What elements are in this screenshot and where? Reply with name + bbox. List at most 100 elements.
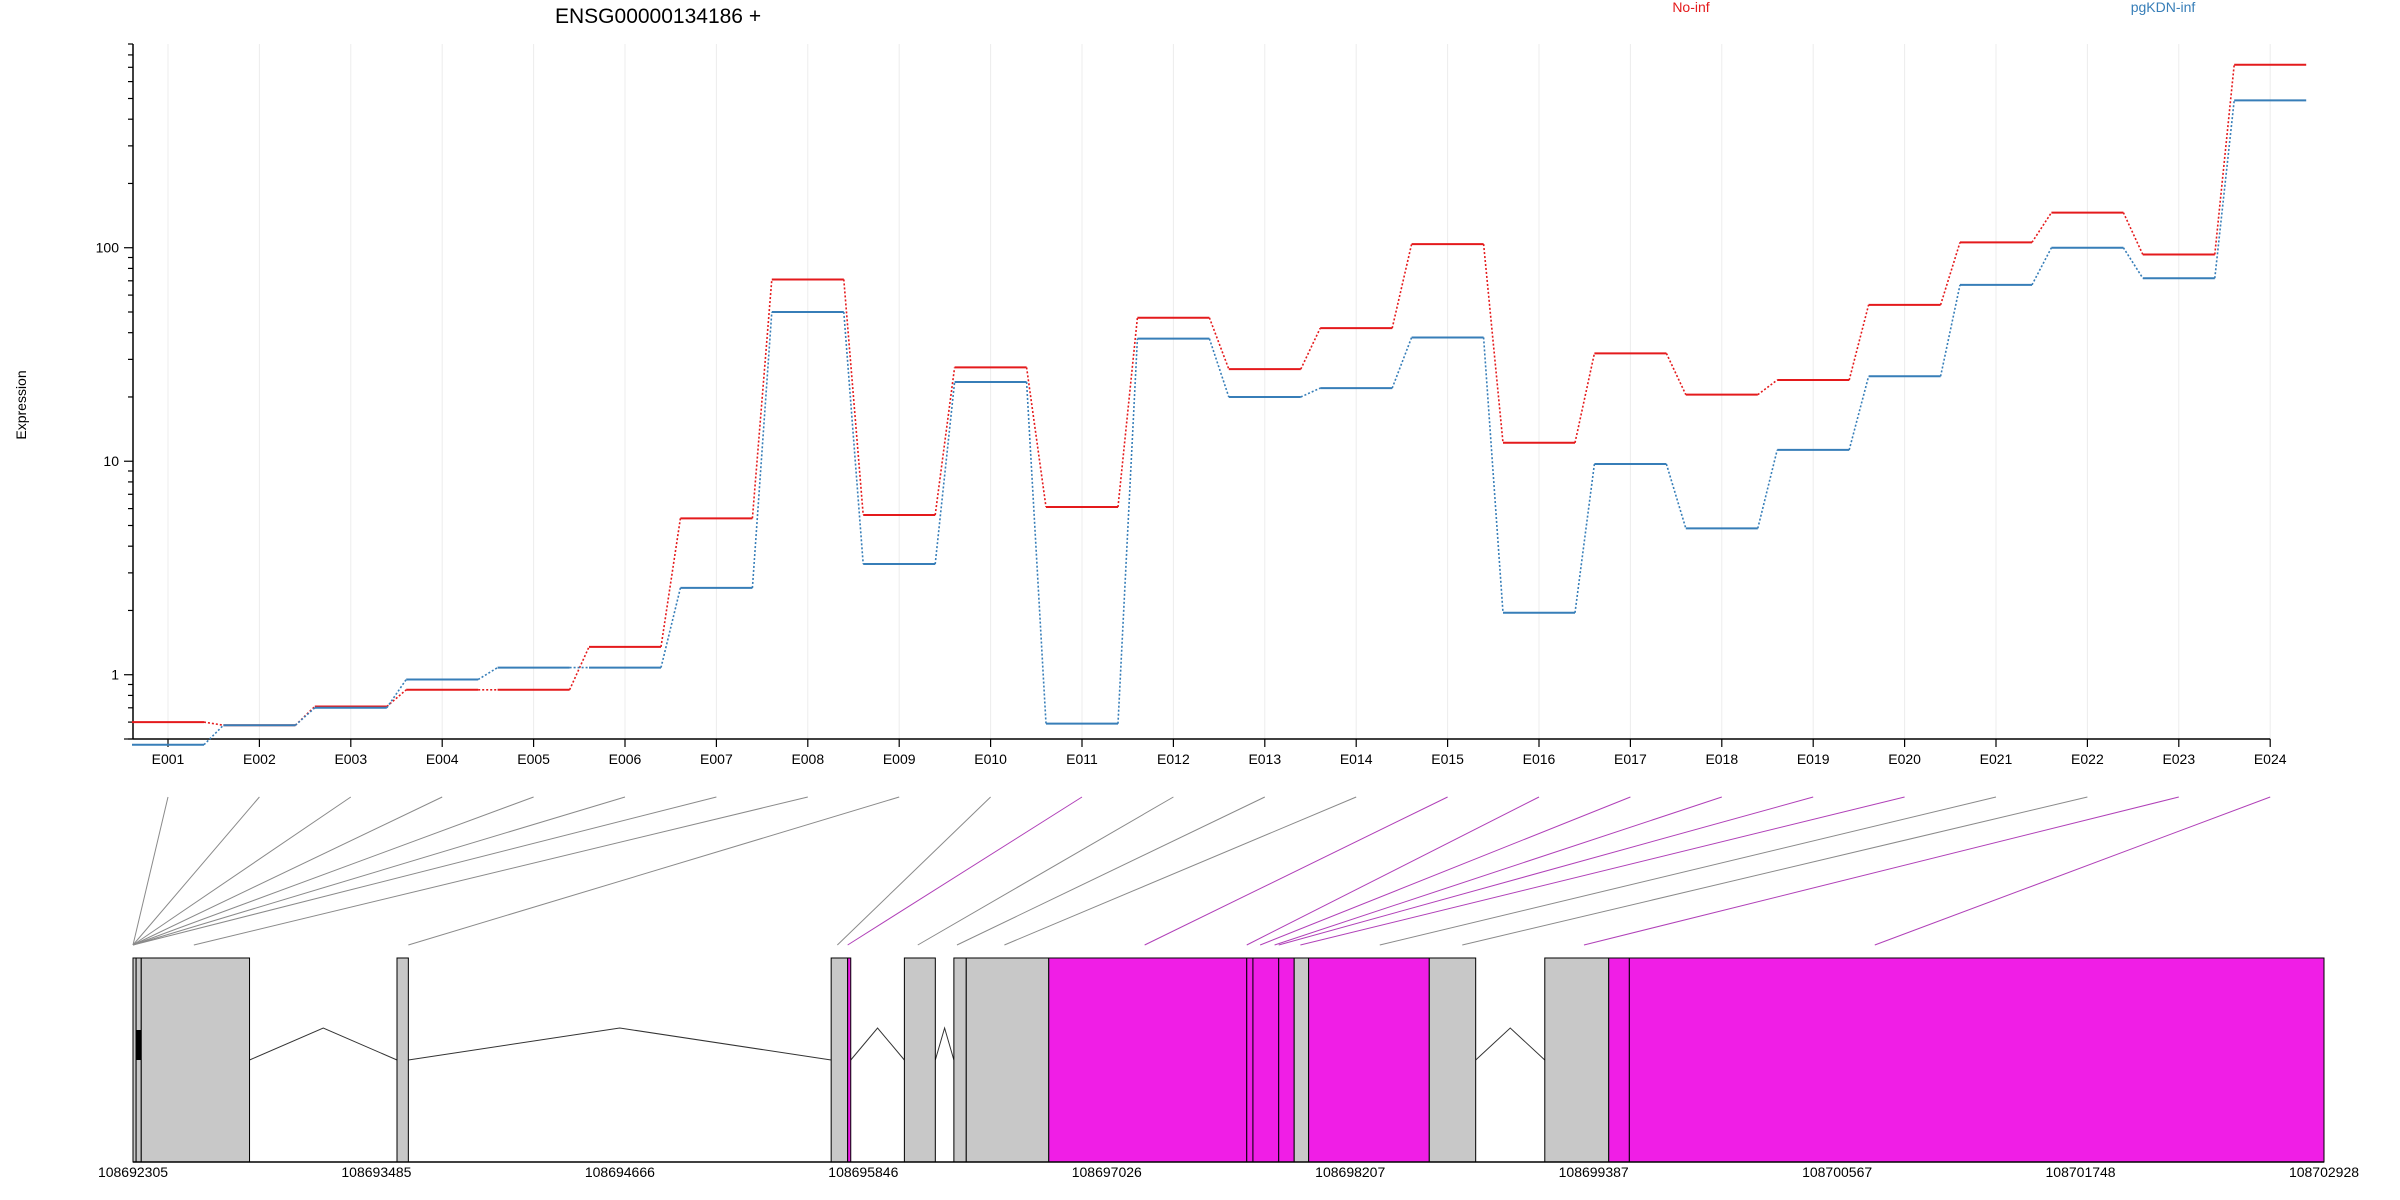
- exon-box: [1544, 957, 1610, 1163]
- series-connector: [2214, 100, 2235, 279]
- genomic-tick-label: 108693485: [341, 1164, 411, 1180]
- exon-box: [1308, 957, 1430, 1163]
- x-tick-label-e006: E006: [609, 751, 642, 767]
- exon-link-e009: [408, 796, 900, 946]
- x-tick-label-e014: E014: [1340, 751, 1373, 767]
- y-axis-label: Expression: [13, 370, 29, 439]
- exon-box: [1293, 957, 1310, 1163]
- exon-box: [1278, 957, 1295, 1163]
- x-tick-label-e019: E019: [1797, 751, 1830, 767]
- genomic-tick-label: 108692305: [98, 1164, 168, 1180]
- exon-link-e022: [1462, 796, 2088, 946]
- series-connector: [386, 679, 407, 709]
- series-connector: [1300, 387, 1321, 398]
- series-connector: [1482, 244, 1504, 443]
- exon-box: [1048, 957, 1248, 1163]
- intron-line: [1475, 1027, 1546, 1061]
- series-connector: [1665, 353, 1687, 396]
- x-tick-label-e017: E017: [1614, 751, 1647, 767]
- exon-link-e008: [193, 796, 808, 946]
- genomic-tick-label: 108700567: [1802, 1164, 1872, 1180]
- series-connector: [751, 279, 773, 519]
- x-tick-label-e010: E010: [974, 751, 1007, 767]
- gene-model: 108692305 108693485 108694666 108695846 1086…: [98, 957, 2359, 1180]
- exon-box: [965, 957, 1050, 1163]
- exon-link-e012: [917, 796, 1174, 946]
- exon-link-e011: [847, 796, 1083, 946]
- y-tick-label: 1: [111, 667, 119, 683]
- series-connector: [1391, 243, 1413, 329]
- exon-box: [953, 957, 967, 1163]
- exon-link-e007: [132, 796, 717, 946]
- genomic-tick-label: 108699387: [1559, 1164, 1629, 1180]
- series-connector: [1848, 376, 1870, 451]
- exon-link-e024: [1874, 796, 2271, 946]
- exon-box: [396, 957, 409, 1163]
- series-connector: [934, 367, 956, 516]
- x-tick-label-e001: E001: [152, 751, 185, 767]
- x-tick-label-e011: E011: [1066, 751, 1098, 767]
- exon-link-e005: [132, 796, 534, 946]
- x-tick-label-e016: E016: [1523, 751, 1556, 767]
- x-tick-label-e020: E020: [1888, 751, 1921, 767]
- series-connector: [1939, 284, 1961, 377]
- series-connector: [1117, 338, 1139, 724]
- series-connector: [1391, 337, 1413, 389]
- series-connector: [660, 587, 682, 668]
- x-tick-label-e023: E023: [2162, 751, 2195, 767]
- exon-link-e004: [132, 796, 443, 946]
- x-tick-label-e007: E007: [700, 751, 733, 767]
- series-connector: [1574, 463, 1596, 613]
- series-no-inf: [132, 63, 2307, 727]
- series-connector: [2214, 64, 2235, 255]
- x-tick-label-e015: E015: [1431, 751, 1464, 767]
- series-connector: [1939, 242, 1961, 306]
- genomic-tick-label: 108701748: [2046, 1164, 2116, 1180]
- intron-line: [249, 1027, 398, 1061]
- y-tick-label: 10: [103, 453, 119, 469]
- genomic-tick-label: 108694666: [585, 1164, 655, 1180]
- series-connector: [843, 311, 864, 565]
- exon-box: [830, 957, 849, 1163]
- y-tick-label: 100: [96, 240, 120, 256]
- x-tick-label-e008: E008: [791, 751, 824, 767]
- exon-box: [1246, 957, 1254, 1163]
- exon-link-e020: [1300, 796, 1905, 946]
- series-connector: [1025, 367, 1047, 508]
- chart-title: ENSG00000134186 +: [555, 5, 761, 28]
- exon-link-e006: [132, 796, 626, 946]
- exon-box: [1628, 957, 2325, 1163]
- x-tick-label-e002: E002: [243, 751, 276, 767]
- legend-pgkdn-inf: pgKDN-inf: [2131, 0, 2196, 15]
- intron-line: [408, 1027, 832, 1061]
- intron-line: [934, 1026, 955, 1061]
- series-connector: [660, 518, 682, 648]
- series-connector: [934, 381, 956, 565]
- exon-link-e014: [1004, 796, 1357, 946]
- series-connector: [1117, 317, 1139, 508]
- series-connector: [294, 707, 316, 726]
- series-connector: [1574, 353, 1596, 443]
- series-connector: [2031, 212, 2053, 243]
- exon-link-e018: [1274, 796, 1722, 946]
- intron-line: [850, 1027, 905, 1061]
- exon-box: [847, 957, 852, 1163]
- exon-box: [1608, 957, 1630, 1163]
- series-connector: [1025, 381, 1047, 724]
- series-connector: [1208, 338, 1230, 398]
- x-tick-label-e018: E018: [1705, 751, 1738, 767]
- exon-link-e001: [132, 796, 169, 946]
- exon-link-e015: [1144, 796, 1448, 946]
- exon-link-e023: [1583, 796, 2179, 946]
- series-connector: [477, 666, 499, 681]
- exon-box: [140, 957, 251, 1163]
- exon-link-e016: [1246, 796, 1540, 946]
- exon-link-e017: [1259, 796, 1631, 946]
- genomic-tick-label: 108702928: [2289, 1164, 2359, 1180]
- series-connector: [203, 724, 224, 746]
- exon-link-e002: [132, 796, 260, 946]
- series-connector: [1665, 463, 1687, 529]
- exon-marker: [136, 1030, 142, 1060]
- x-tick-label-e022: E022: [2071, 751, 2104, 767]
